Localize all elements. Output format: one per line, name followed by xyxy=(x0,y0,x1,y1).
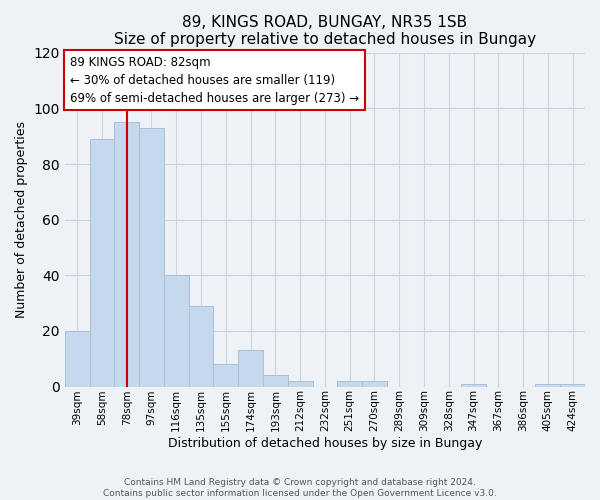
Bar xyxy=(115,122,139,386)
Title: 89, KINGS ROAD, BUNGAY, NR35 1SB
Size of property relative to detached houses in: 89, KINGS ROAD, BUNGAY, NR35 1SB Size of… xyxy=(114,15,536,48)
Text: 89 KINGS ROAD: 82sqm
← 30% of detached houses are smaller (119)
69% of semi-deta: 89 KINGS ROAD: 82sqm ← 30% of detached h… xyxy=(70,56,359,104)
Bar xyxy=(288,381,313,386)
Bar xyxy=(362,381,387,386)
Bar xyxy=(89,139,115,386)
Bar xyxy=(263,376,288,386)
Y-axis label: Number of detached properties: Number of detached properties xyxy=(15,121,28,318)
Bar xyxy=(560,384,585,386)
Bar xyxy=(188,306,214,386)
Bar xyxy=(214,364,238,386)
Bar xyxy=(139,128,164,386)
Bar xyxy=(164,276,188,386)
Bar xyxy=(65,331,89,386)
Bar xyxy=(461,384,486,386)
Bar xyxy=(337,381,362,386)
Text: Contains HM Land Registry data © Crown copyright and database right 2024.
Contai: Contains HM Land Registry data © Crown c… xyxy=(103,478,497,498)
Bar xyxy=(535,384,560,386)
Bar xyxy=(238,350,263,386)
X-axis label: Distribution of detached houses by size in Bungay: Distribution of detached houses by size … xyxy=(168,437,482,450)
